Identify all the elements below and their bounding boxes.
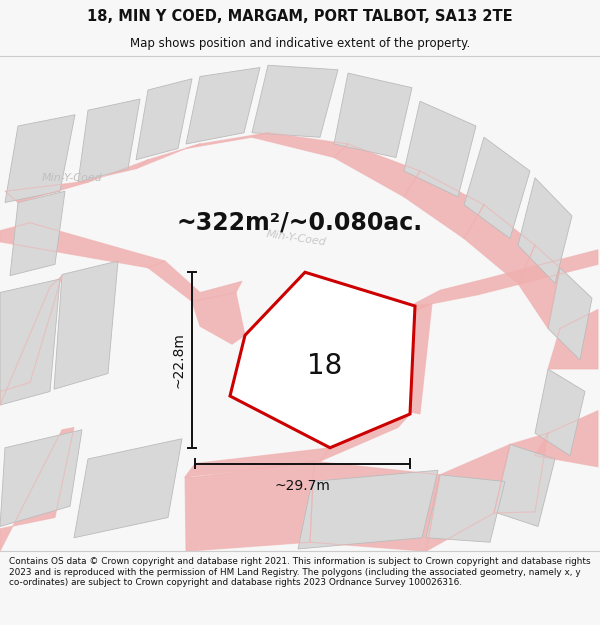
Polygon shape	[518, 177, 572, 284]
Polygon shape	[494, 433, 548, 513]
Polygon shape	[535, 369, 585, 456]
Polygon shape	[320, 414, 410, 461]
Polygon shape	[0, 276, 62, 405]
Polygon shape	[252, 132, 348, 158]
Text: 18, MIN Y COED, MARGAM, PORT TALBOT, SA13 2TE: 18, MIN Y COED, MARGAM, PORT TALBOT, SA1…	[87, 9, 513, 24]
Text: ~322m²/~0.080ac.: ~322m²/~0.080ac.	[177, 211, 423, 235]
Polygon shape	[548, 268, 592, 360]
Text: ~29.7m: ~29.7m	[275, 479, 331, 493]
Polygon shape	[78, 99, 140, 182]
Text: Contains OS data © Crown copyright and database right 2021. This information is : Contains OS data © Crown copyright and d…	[9, 557, 590, 587]
Polygon shape	[398, 250, 598, 319]
Polygon shape	[0, 428, 74, 551]
Text: Min-Y-Coed: Min-Y-Coed	[265, 229, 326, 248]
Polygon shape	[148, 261, 242, 301]
Polygon shape	[185, 448, 330, 477]
Polygon shape	[185, 461, 314, 551]
Polygon shape	[334, 144, 420, 197]
Polygon shape	[186, 132, 268, 149]
Polygon shape	[136, 79, 192, 160]
Polygon shape	[404, 171, 484, 239]
Polygon shape	[518, 245, 560, 329]
Polygon shape	[464, 138, 530, 239]
Polygon shape	[398, 304, 432, 414]
Polygon shape	[548, 309, 598, 369]
Polygon shape	[10, 191, 65, 276]
Polygon shape	[298, 470, 438, 549]
Text: Min-Y-Coed: Min-Y-Coed	[42, 173, 103, 182]
Polygon shape	[464, 205, 535, 284]
Text: ~22.8m: ~22.8m	[172, 332, 186, 388]
Polygon shape	[54, 261, 118, 389]
Polygon shape	[78, 160, 148, 182]
Polygon shape	[310, 461, 440, 551]
Polygon shape	[136, 144, 200, 169]
Polygon shape	[494, 444, 555, 526]
Polygon shape	[192, 292, 245, 344]
Text: 18: 18	[307, 352, 343, 379]
Polygon shape	[0, 222, 165, 268]
Text: Map shows position and indicative extent of the property.: Map shows position and indicative extent…	[130, 38, 470, 51]
Polygon shape	[186, 68, 260, 144]
Polygon shape	[230, 272, 415, 448]
Polygon shape	[426, 444, 510, 551]
Polygon shape	[74, 439, 182, 538]
Polygon shape	[404, 101, 476, 197]
Polygon shape	[5, 182, 88, 203]
Polygon shape	[5, 115, 75, 202]
Polygon shape	[334, 73, 412, 158]
Polygon shape	[0, 279, 60, 405]
Polygon shape	[252, 65, 338, 138]
Polygon shape	[0, 430, 82, 526]
Polygon shape	[426, 475, 505, 542]
Polygon shape	[535, 411, 598, 467]
